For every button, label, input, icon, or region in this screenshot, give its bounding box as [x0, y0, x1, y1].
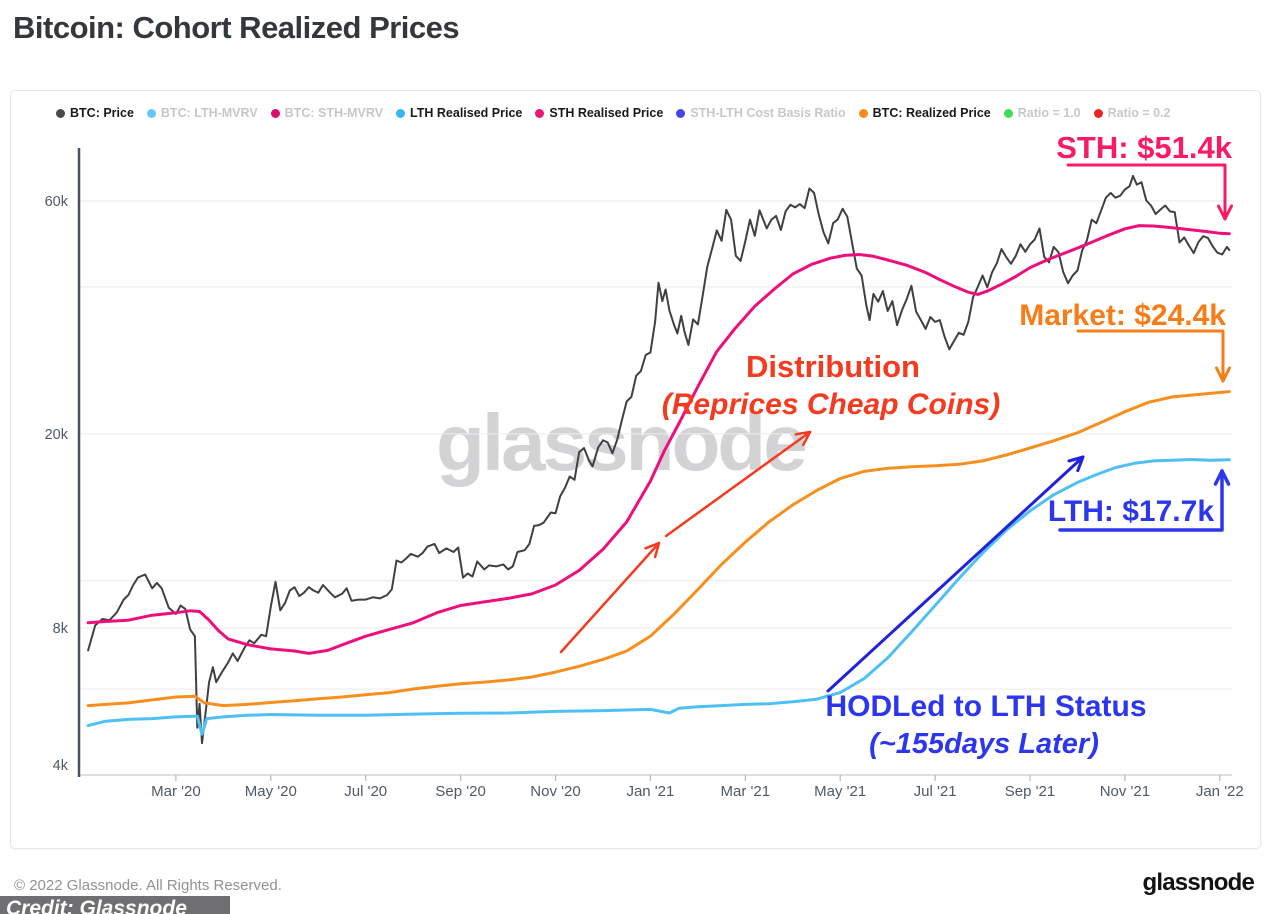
legend-dot-icon	[1003, 108, 1013, 118]
glassnode-watermark: glassnode	[436, 398, 808, 487]
legend-item-label: STH-LTH Cost Basis Ratio	[690, 106, 846, 120]
y-axis-label: 8k	[53, 621, 69, 637]
credit-banner: Credit: Glassnode	[0, 896, 230, 914]
distribution-arrow-2-head	[794, 430, 812, 447]
y-axis-label: 20k	[45, 427, 69, 443]
legend-item-label: BTC: LTH-MVRV	[160, 106, 258, 120]
legend-item-label: Ratio = 1.0	[1017, 106, 1081, 120]
lth-elbow-arrow	[1058, 469, 1224, 532]
legend-dot-icon	[146, 108, 156, 118]
hodl-arrow-head	[1067, 455, 1085, 473]
legend-item-label: BTC: STH-MVRV	[284, 106, 384, 120]
legend-item-label: BTC: Price	[70, 106, 134, 120]
series-line-btc-price	[87, 174, 1231, 745]
sth-elbow-arrow	[1066, 163, 1227, 221]
legend-item-lth-realised-price[interactable]: LTH Realised Price	[396, 106, 522, 120]
x-axis-label: Mar '21	[721, 783, 771, 800]
distribution-arrow-1-head	[644, 541, 661, 559]
annotation-distribution-subtitle: (Reprices Cheap Coins)	[662, 388, 1000, 421]
x-axis-label: Jan '21	[626, 783, 674, 800]
annotation-hodl-subtitle: (~155days Later)	[869, 728, 1099, 760]
legend-item-ratio-0-2[interactable]: Ratio = 0.2	[1093, 106, 1171, 120]
market-elbow-arrow-head	[1215, 366, 1231, 383]
distribution-arrow-2	[664, 430, 812, 538]
legend-item-sth-realised-price[interactable]: STH Realised Price	[535, 106, 663, 120]
hodl-arrow	[826, 455, 1085, 693]
legend-item-btc-realized-price[interactable]: BTC: Realized Price	[858, 106, 991, 120]
legend-item-sth-lth-cost-basis-ratio[interactable]: STH-LTH Cost Basis Ratio	[676, 106, 846, 120]
legend-item-label: Ratio = 0.2	[1107, 106, 1171, 120]
legend-dot-icon	[1093, 108, 1103, 118]
y-axis-label: 60k	[45, 194, 69, 210]
legend-item-btc-sth-mvrv[interactable]: BTC: STH-MVRV	[270, 106, 384, 120]
chart-card	[10, 90, 1261, 849]
annotation-lth-label: LTH: $17.7k	[1048, 495, 1214, 528]
x-axis-label: May '20	[245, 783, 297, 800]
legend-dot-icon	[396, 108, 406, 118]
x-axis-label: Sep '20	[435, 783, 485, 800]
sth-elbow-arrow-head	[1217, 204, 1233, 221]
x-axis-label: Jul '21	[914, 783, 957, 800]
x-axis-label: Mar '20	[151, 783, 201, 800]
series-line-sth-realised-price	[86, 224, 1231, 655]
annotation-hodl-title: HODLed to LTH Status	[825, 690, 1146, 723]
x-axis-label: Jan '22	[1196, 783, 1244, 800]
legend-item-btc-price[interactable]: BTC: Price	[56, 106, 134, 120]
x-axis-label: May '21	[814, 783, 866, 800]
legend-dot-icon	[676, 108, 686, 118]
x-axis-label: Nov '20	[530, 783, 580, 800]
y-axis-label: 4k	[53, 758, 69, 774]
annotation-sth-label: STH: $51.4k	[1056, 130, 1233, 165]
x-axis-label: Nov '21	[1100, 783, 1150, 800]
legend-item-ratio-1-0[interactable]: Ratio = 1.0	[1003, 106, 1081, 120]
market-elbow-arrow	[1076, 329, 1225, 383]
annotation-market-label: Market: $24.4k	[1019, 299, 1226, 332]
legend-dot-icon	[535, 108, 545, 118]
legend-item-label: BTC: Realized Price	[872, 106, 991, 120]
x-axis-label: Jul '20	[344, 783, 387, 800]
page-title: Bitcoin: Cohort Realized Prices	[13, 10, 460, 45]
glassnode-logo: glassnode	[1142, 869, 1255, 896]
legend-dot-icon	[858, 108, 868, 118]
legend-dot-icon	[56, 108, 65, 118]
legend-item-label: LTH Realised Price	[410, 106, 523, 120]
copyright-text: © 2022 Glassnode. All Rights Reserved.	[14, 877, 282, 894]
distribution-arrow-1	[559, 541, 661, 654]
credit-banner-text: Credit: Glassnode	[6, 897, 187, 914]
legend-dot-icon	[270, 108, 280, 118]
x-axis-label: Sep '21	[1005, 783, 1055, 800]
chart-legend: BTC: Price BTC: LTH-MVRV BTC: STH-MVRV LTH …	[56, 106, 1171, 120]
legend-item-label: STH Realised Price	[549, 106, 664, 120]
series-line-lth-realised-price	[86, 458, 1231, 736]
series-line-btc-realized-price	[86, 390, 1231, 708]
lth-elbow-arrow-head	[1213, 469, 1231, 486]
legend-item-btc-lth-mvrv[interactable]: BTC: LTH-MVRV	[146, 106, 258, 120]
annotation-distribution-title: Distribution	[746, 349, 920, 384]
